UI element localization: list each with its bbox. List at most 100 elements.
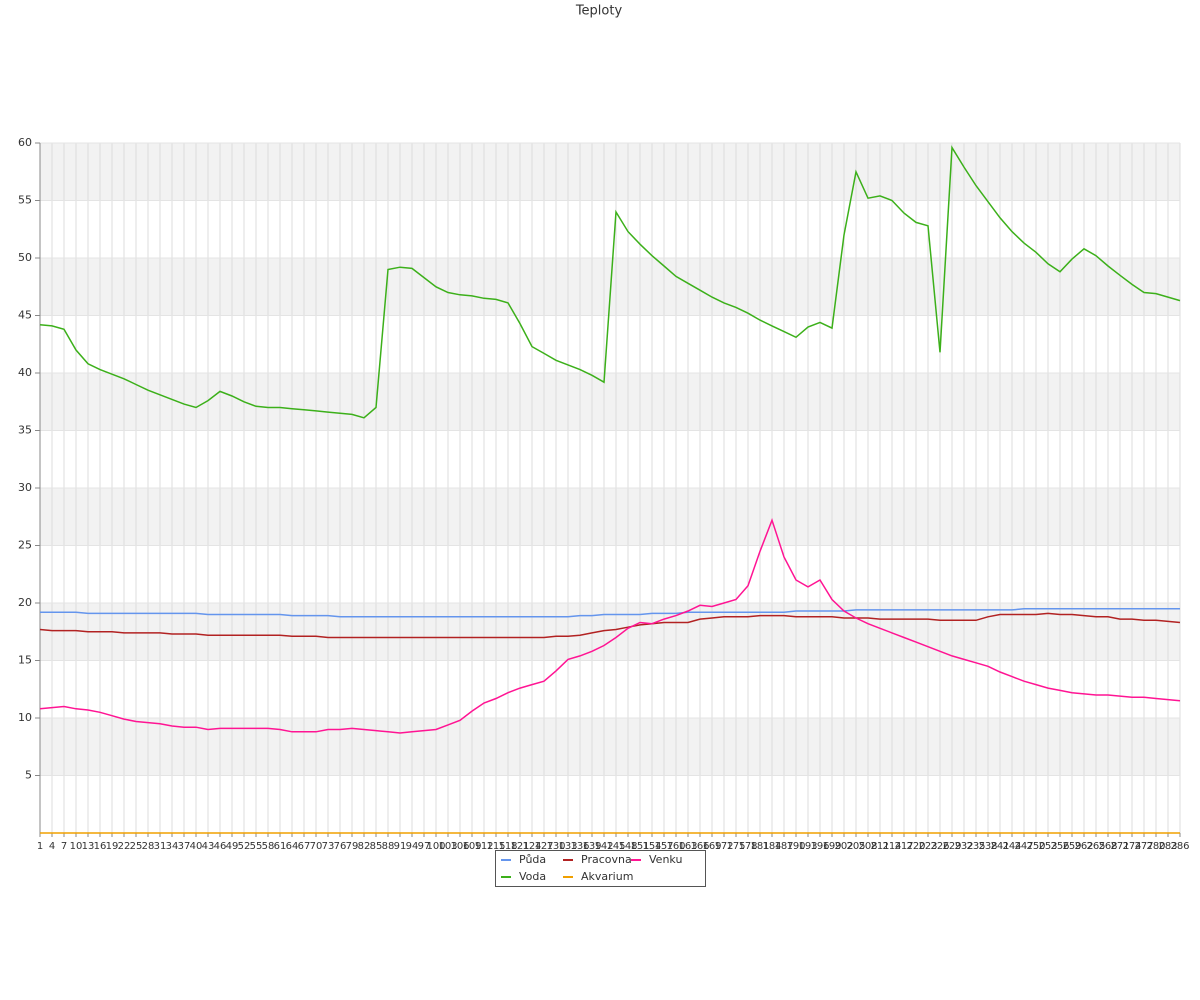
x-tick-label: 145 bbox=[606, 841, 625, 852]
x-tick-label: 136 bbox=[570, 841, 589, 852]
x-tick-label: 94 bbox=[406, 841, 419, 852]
y-tick-label: 35 bbox=[18, 424, 32, 437]
x-tick-label: 157 bbox=[654, 841, 673, 852]
x-tick-label: 67 bbox=[298, 841, 311, 852]
x-tick-label: 223 bbox=[918, 841, 937, 852]
x-tick-label: 25 bbox=[130, 841, 143, 852]
x-tick-label: 235 bbox=[966, 841, 985, 852]
x-tick-label: 274 bbox=[1122, 841, 1141, 852]
x-tick-label: 187 bbox=[774, 841, 793, 852]
x-tick-label: 217 bbox=[894, 841, 913, 852]
x-tick-label: 214 bbox=[882, 841, 901, 852]
x-tick-label: 205 bbox=[846, 841, 865, 852]
x-tick-label: 169 bbox=[702, 841, 721, 852]
x-tick-label: 220 bbox=[906, 841, 925, 852]
x-tick-label: 85 bbox=[370, 841, 383, 852]
legend-box bbox=[495, 850, 706, 887]
legend-label: Pracovna bbox=[581, 853, 632, 866]
x-tick-label: 52 bbox=[238, 841, 251, 852]
x-tick-label: 199 bbox=[822, 841, 841, 852]
x-tick-label: 124 bbox=[522, 841, 541, 852]
x-tick-label: 82 bbox=[358, 841, 371, 852]
x-tick-label: 178 bbox=[738, 841, 757, 852]
x-tick-label: 181 bbox=[750, 841, 769, 852]
x-tick-label: 238 bbox=[978, 841, 997, 852]
x-tick-label: 7 bbox=[61, 841, 67, 852]
x-tick-label: 88 bbox=[382, 841, 395, 852]
x-tick-label: 148 bbox=[618, 841, 637, 852]
y-tick-label: 45 bbox=[18, 309, 32, 322]
x-tick-label: 10 bbox=[70, 841, 83, 852]
x-tick-label: 151 bbox=[630, 841, 649, 852]
x-tick-label: 64 bbox=[286, 841, 299, 852]
y-tick-label: 30 bbox=[18, 481, 32, 494]
x-tick-label: 163 bbox=[678, 841, 697, 852]
x-tick-label: 259 bbox=[1062, 841, 1081, 852]
x-tick-label: 121 bbox=[510, 841, 529, 852]
x-tick-label: 61 bbox=[274, 841, 287, 852]
grid-band bbox=[40, 143, 1180, 201]
chart-title: Teploty bbox=[575, 4, 623, 19]
x-tick-label: 232 bbox=[954, 841, 973, 852]
grid-band bbox=[40, 373, 1180, 431]
grid-band bbox=[40, 488, 1180, 546]
x-tick-label: 211 bbox=[870, 841, 889, 852]
series-line bbox=[39, 612, 1181, 639]
x-tick-label: 286 bbox=[1170, 841, 1189, 852]
x-tick-label: 160 bbox=[666, 841, 685, 852]
legend-label: Půda bbox=[519, 853, 546, 866]
x-tick-label: 1 bbox=[37, 841, 43, 852]
y-tick-label: 40 bbox=[18, 366, 32, 379]
y-tick-label: 20 bbox=[18, 596, 32, 609]
x-tick-label: 139 bbox=[582, 841, 601, 852]
x-tick-label: 13 bbox=[82, 841, 95, 852]
series-line bbox=[39, 145, 1181, 419]
legend-label: Voda bbox=[519, 870, 546, 883]
y-tick-label: 55 bbox=[18, 194, 32, 207]
x-tick-label: 100 bbox=[426, 841, 445, 852]
x-tick-label: 277 bbox=[1134, 841, 1153, 852]
x-tick-label: 70 bbox=[310, 841, 323, 852]
x-tick-label: 271 bbox=[1110, 841, 1129, 852]
x-tick-label: 265 bbox=[1086, 841, 1105, 852]
x-tick-label: 142 bbox=[594, 841, 613, 852]
x-tick-label: 97 bbox=[418, 841, 431, 852]
x-tick-label: 226 bbox=[930, 841, 949, 852]
x-tick-label: 166 bbox=[690, 841, 709, 852]
x-tick-label: 115 bbox=[486, 841, 505, 852]
x-tick-label: 175 bbox=[726, 841, 745, 852]
x-tick-label: 4 bbox=[49, 841, 55, 852]
x-tick-label: 73 bbox=[322, 841, 335, 852]
x-tick-label: 19 bbox=[106, 841, 119, 852]
x-tick-label: 229 bbox=[942, 841, 961, 852]
x-tick-label: 46 bbox=[214, 841, 227, 852]
x-tick-label: 40 bbox=[190, 841, 203, 852]
x-tick-label: 268 bbox=[1098, 841, 1117, 852]
x-tick-label: 91 bbox=[394, 841, 407, 852]
x-tick-label: 280 bbox=[1146, 841, 1165, 852]
x-tick-label: 79 bbox=[346, 841, 359, 852]
x-tick-label: 154 bbox=[642, 841, 661, 852]
x-tick-label: 118 bbox=[498, 841, 517, 852]
x-tick-label: 133 bbox=[558, 841, 577, 852]
x-tick-label: 202 bbox=[834, 841, 853, 852]
x-tick-label: 76 bbox=[334, 841, 347, 852]
x-tick-label: 127 bbox=[534, 841, 553, 852]
x-tick-label: 112 bbox=[474, 841, 493, 852]
x-tick-label: 244 bbox=[1002, 841, 1021, 852]
x-tick-label: 43 bbox=[202, 841, 215, 852]
x-tick-label: 262 bbox=[1074, 841, 1093, 852]
x-tick-label: 250 bbox=[1026, 841, 1045, 852]
y-tick-label: 5 bbox=[25, 769, 32, 782]
x-tick-label: 55 bbox=[250, 841, 263, 852]
x-tick-label: 16 bbox=[94, 841, 107, 852]
x-tick-label: 172 bbox=[714, 841, 733, 852]
series-line bbox=[39, 517, 1181, 734]
x-tick-label: 247 bbox=[1014, 841, 1033, 852]
x-tick-label: 190 bbox=[786, 841, 805, 852]
x-tick-label: 103 bbox=[438, 841, 457, 852]
x-tick-label: 28 bbox=[142, 841, 155, 852]
x-tick-label: 253 bbox=[1038, 841, 1057, 852]
